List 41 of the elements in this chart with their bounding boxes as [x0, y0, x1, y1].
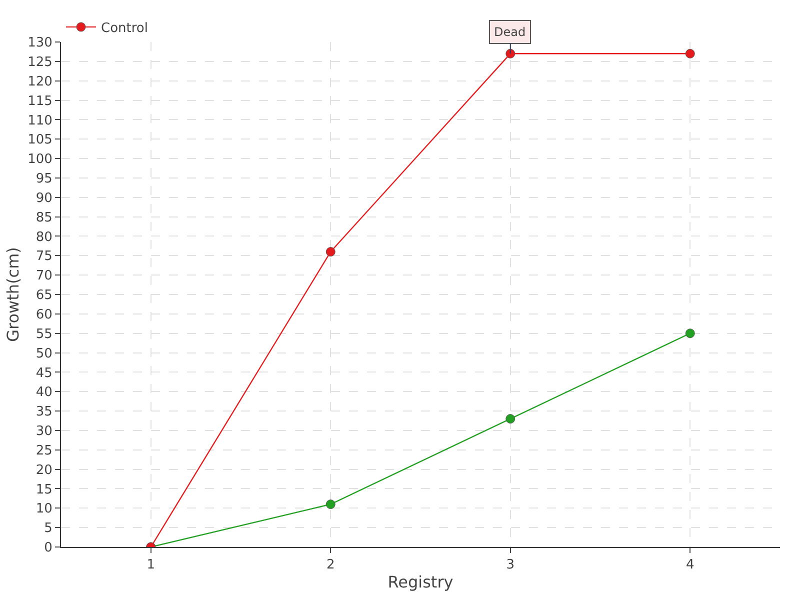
y-tick-label: 45 — [36, 366, 52, 381]
y-tick-label: 95 — [36, 172, 52, 187]
y-tick-label: 115 — [28, 94, 52, 109]
y-tick-label: 125 — [28, 54, 52, 70]
y-tick-label: 5 — [44, 521, 52, 536]
x-axis-title: Registry — [388, 572, 454, 592]
x-tick-label: 2 — [326, 558, 335, 573]
y-tick-label: 0 — [44, 540, 52, 556]
point — [506, 414, 516, 424]
y-tick-label: 35 — [36, 404, 52, 420]
legend-label: Control — [101, 21, 148, 36]
y-tick-label: 80 — [36, 230, 52, 245]
y-tick-label: 65 — [36, 288, 52, 304]
y-tick-label: 110 — [28, 113, 52, 128]
y-tick-label: 130 — [28, 36, 52, 51]
point — [326, 247, 336, 257]
y-tick-label: 100 — [28, 152, 52, 168]
y-tick-label: 75 — [36, 249, 52, 264]
y-tick-label: 40 — [36, 385, 52, 400]
point — [685, 48, 695, 58]
y-tick-label: 55 — [36, 326, 52, 342]
y-tick-label: 70 — [36, 268, 52, 284]
y-tick-label: 50 — [36, 346, 52, 362]
y-tick-label: 90 — [36, 190, 52, 206]
y-tick-label: 60 — [36, 307, 52, 322]
y-tick-label: 20 — [36, 462, 52, 478]
y-tick-label: 30 — [36, 424, 52, 440]
point — [326, 500, 336, 510]
x-tick-label: 4 — [686, 558, 694, 573]
y-tick-label: 10 — [36, 502, 52, 517]
point — [506, 48, 516, 58]
y-tick-label: 120 — [28, 74, 52, 90]
y-axis-title: Growth(cm) — [3, 247, 22, 342]
y-tick-label: 105 — [28, 132, 52, 148]
y-tick-label: 15 — [36, 482, 52, 498]
annotation: Dead — [494, 25, 526, 39]
point — [685, 328, 695, 338]
x-tick-label: 1 — [146, 558, 156, 573]
y-tick-label: 85 — [36, 210, 52, 226]
x-tick-label: 3 — [506, 558, 515, 573]
y-tick-label: 25 — [36, 443, 52, 458]
